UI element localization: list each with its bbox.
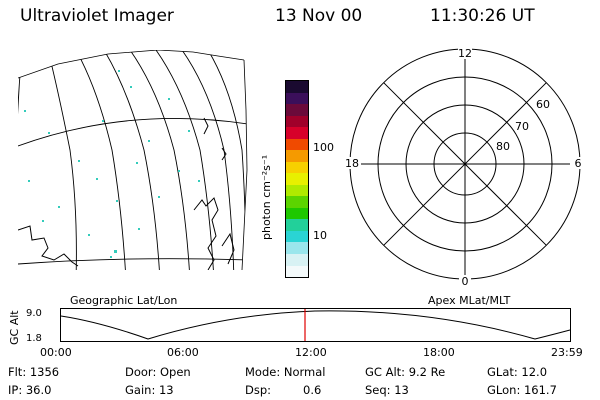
map-grid: [18, 50, 247, 270]
colorbar-unit-label: photon cm⁻²s⁻¹: [260, 154, 273, 240]
glat-readout: GLat: 12.0: [487, 365, 548, 379]
geographic-map: [18, 50, 248, 271]
mlat-60-label: 60: [536, 98, 550, 111]
colorbar-swatch: [286, 92, 308, 105]
alt-plot-ylabel: GC Alt: [8, 310, 21, 345]
alt-ytick-high: 9.0: [26, 308, 42, 319]
mlt-0-label: 0: [462, 275, 469, 288]
gain-readout: Gain: 13: [125, 383, 174, 397]
polar-plot: 12 18 6 0 60 70 80: [343, 47, 584, 288]
colorbar-swatch: [286, 184, 308, 197]
polar-panel-label: Apex MLat/MLT: [428, 294, 511, 307]
alt-xtick-0600: 06:00: [167, 346, 199, 359]
door-readout: Door: Open: [125, 365, 191, 379]
colorbar-swatch: [286, 230, 308, 243]
dsp-value: 0.6: [303, 383, 322, 397]
altitude-curve: [60, 310, 571, 340]
mlt-12-label: 12: [458, 47, 472, 60]
ip-readout: IP: 36.0: [8, 383, 52, 397]
instrument-title: Ultraviolet Imager: [20, 6, 174, 26]
mlat-80-label: 80: [496, 140, 510, 153]
colorbar-tick-10: 10: [313, 229, 327, 242]
colorbar-swatch: [286, 242, 308, 254]
alt-xtick-0000: 00:00: [40, 346, 72, 359]
colorbar-swatch: [286, 81, 308, 93]
alt-xtick-1800: 18:00: [423, 346, 455, 359]
colorbar-swatch: [286, 127, 308, 139]
alt-ytick-low: 1.8: [26, 333, 42, 344]
mode-readout: Mode: Normal: [245, 365, 326, 379]
colorbar-swatch: [286, 104, 308, 116]
mlt-6-label: 6: [575, 157, 582, 170]
polar-grid: [349, 48, 581, 280]
colorbar: [285, 80, 309, 278]
altitude-plot: [60, 308, 571, 342]
colorbar-swatch: [286, 265, 308, 278]
flight-readout: Flt: 1356: [8, 365, 60, 379]
colorbar-swatch: [286, 138, 308, 151]
alt-xtick-2359: 23:59: [551, 346, 583, 359]
colorbar-swatch: [286, 161, 308, 174]
mlat-70-label: 70: [515, 120, 529, 133]
dsp-label: Dsp:: [245, 383, 272, 397]
observation-time: 11:30:26 UT: [430, 6, 535, 26]
observation-date: 13 Nov 00: [275, 6, 363, 26]
colorbar-tick-100: 100: [313, 141, 334, 154]
seq-readout: Seq: 13: [365, 383, 409, 397]
colorbar-swatch: [286, 150, 308, 162]
colorbar-swatch: [286, 207, 308, 220]
mlt-18-label: 18: [345, 157, 359, 170]
colorbar-swatch: [286, 219, 308, 231]
emission-speckles: [24, 70, 200, 258]
colorbar-swatch: [286, 173, 308, 185]
colorbar-swatch: [286, 253, 308, 266]
colorbar-swatch: [286, 115, 308, 128]
alt-xtick-1200: 12:00: [295, 346, 327, 359]
gc-alt-readout: GC Alt: 9.2 Re: [365, 365, 446, 379]
colorbar-swatch: [286, 196, 308, 208]
alt-plot-frame: [60, 308, 571, 342]
geo-panel-label: Geographic Lat/Lon: [70, 294, 178, 307]
glon-readout: GLon: 161.7: [487, 383, 557, 397]
